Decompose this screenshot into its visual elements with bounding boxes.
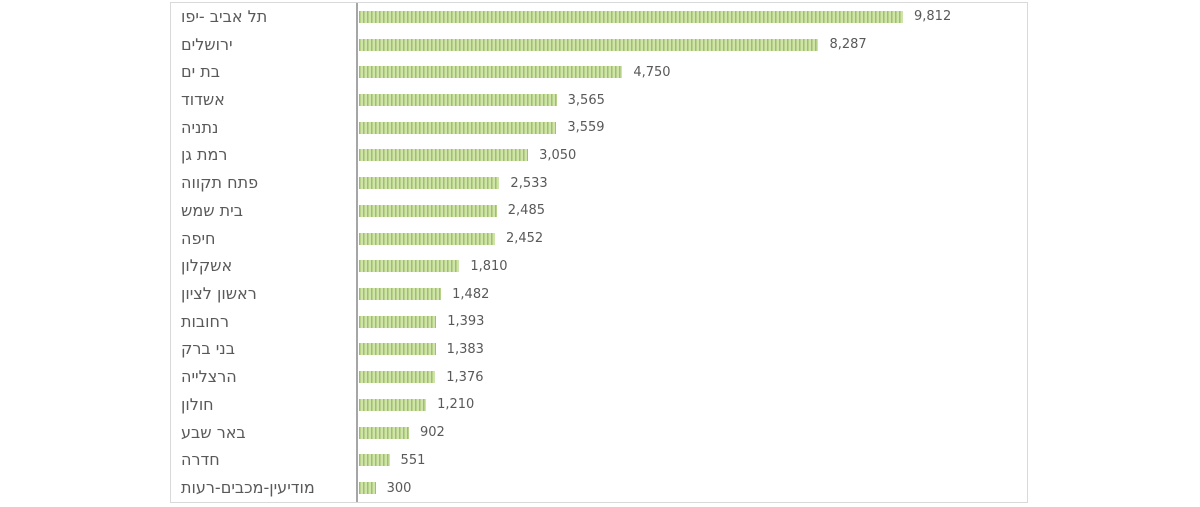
value-label: 1,482 bbox=[452, 286, 490, 302]
bar-row: בני ברק 1,383 bbox=[171, 336, 1027, 364]
bar-rows: תל אביב -יפו 9,812 ירושלים 8,287 בת ים 4… bbox=[171, 3, 1027, 502]
category-label: ראשון לציון bbox=[181, 284, 257, 304]
bar-track: 1,376 bbox=[356, 363, 1027, 391]
value-label: 4,750 bbox=[633, 64, 671, 80]
bar bbox=[359, 343, 436, 356]
category-label: תל אביב -יפו bbox=[181, 6, 268, 26]
bar-row: מודיעין-מכבים-רעות 300 bbox=[171, 474, 1027, 502]
bar-track: 2,533 bbox=[356, 169, 1027, 197]
bar-row: חדרה 551 bbox=[171, 447, 1027, 475]
bar-track: 3,565 bbox=[356, 86, 1027, 114]
bar bbox=[359, 426, 409, 439]
bar-track: 3,050 bbox=[356, 142, 1027, 170]
bar-track: 8,287 bbox=[356, 31, 1027, 59]
category-label: חיפה bbox=[181, 228, 216, 248]
category-axis-line bbox=[356, 3, 358, 502]
category-label: בית שמש bbox=[181, 200, 243, 220]
value-label: 902 bbox=[420, 425, 445, 441]
bar-track: 1,810 bbox=[356, 252, 1027, 280]
bar bbox=[359, 177, 500, 190]
bar-row: בת ים 4,750 bbox=[171, 58, 1027, 86]
value-label: 3,559 bbox=[567, 120, 605, 136]
bar-row: נתניה 3,559 bbox=[171, 114, 1027, 142]
bar-track: 1,393 bbox=[356, 308, 1027, 336]
value-label: 9,812 bbox=[914, 9, 952, 25]
value-label: 1,210 bbox=[437, 397, 475, 413]
category-label: בני ברק bbox=[181, 339, 235, 359]
bar bbox=[359, 10, 903, 23]
bar-track: 551 bbox=[356, 447, 1027, 475]
bar-track: 9,812 bbox=[356, 3, 1027, 31]
bar-row: אשקלון 1,810 bbox=[171, 252, 1027, 280]
category-label: בת ים bbox=[181, 62, 221, 82]
bar-track: 1,210 bbox=[356, 391, 1027, 419]
value-label: 1,383 bbox=[446, 341, 484, 357]
bar bbox=[359, 371, 436, 384]
bar bbox=[359, 398, 427, 411]
bar bbox=[359, 38, 819, 51]
bar-track: 2,452 bbox=[356, 225, 1027, 253]
value-label: 551 bbox=[400, 452, 426, 468]
value-label: 2,452 bbox=[505, 231, 544, 247]
bar bbox=[359, 66, 623, 79]
bar-row: ירושלים 8,287 bbox=[171, 31, 1027, 59]
category-label: אשדוד bbox=[181, 90, 225, 110]
bar-row: חיפה 2,452 bbox=[171, 225, 1027, 253]
bar-row: באר שבע 902 bbox=[171, 419, 1027, 447]
value-label: 1,376 bbox=[446, 369, 484, 385]
bar bbox=[359, 454, 390, 467]
bar bbox=[359, 94, 557, 107]
bar-track: 3,559 bbox=[356, 114, 1027, 142]
category-label: חדרה bbox=[181, 450, 220, 470]
bar-row: ראשון לציון 1,482 bbox=[171, 280, 1027, 308]
category-label: מודיעין-מכבים-רעות bbox=[181, 478, 315, 498]
value-label: 1,393 bbox=[447, 314, 485, 330]
bar-track: 1,482 bbox=[356, 280, 1027, 308]
value-label: 3,565 bbox=[567, 92, 605, 108]
bar bbox=[359, 149, 529, 162]
bar bbox=[359, 260, 460, 273]
value-label: 300 bbox=[386, 480, 412, 496]
bar bbox=[359, 288, 442, 301]
bar-track: 4,750 bbox=[356, 58, 1027, 86]
bar-row: תל אביב -יפו 9,812 bbox=[171, 3, 1027, 31]
bar bbox=[359, 121, 557, 134]
value-label: 2,533 bbox=[510, 175, 548, 191]
bar-track: 300 bbox=[356, 474, 1027, 502]
category-label: נתניה bbox=[181, 117, 219, 137]
value-label: 1,810 bbox=[470, 258, 508, 274]
value-label: 8,287 bbox=[829, 37, 867, 53]
category-label: ירושלים bbox=[181, 34, 233, 54]
bar-row: בית שמש 2,485 bbox=[171, 197, 1027, 225]
value-label: 3,050 bbox=[539, 147, 577, 163]
value-label: 2,485 bbox=[507, 203, 545, 219]
category-label: רחובות bbox=[181, 311, 229, 331]
bar bbox=[359, 204, 497, 217]
category-label: באר שבע bbox=[181, 422, 246, 442]
bar-row: אשדוד 3,565 bbox=[171, 86, 1027, 114]
bar-chart: תל אביב -יפו 9,812 ירושלים 8,287 בת ים 4… bbox=[170, 2, 1028, 503]
bar-row: רמת גן 3,050 bbox=[171, 142, 1027, 170]
bar-row: פתח תקווה 2,533 bbox=[171, 169, 1027, 197]
category-label: פתח תקווה bbox=[181, 173, 259, 193]
category-label: רמת גן bbox=[181, 145, 228, 165]
bar-track: 2,485 bbox=[356, 197, 1027, 225]
bar-row: חולון 1,210 bbox=[171, 391, 1027, 419]
bar-track: 902 bbox=[356, 419, 1027, 447]
category-label: חולון bbox=[181, 394, 214, 414]
bar bbox=[359, 482, 376, 495]
bar-row: הרצלייה 1,376 bbox=[171, 363, 1027, 391]
bar bbox=[359, 315, 437, 328]
bar-row: רחובות 1,393 bbox=[171, 308, 1027, 336]
plot-area: תל אביב -יפו 9,812 ירושלים 8,287 בת ים 4… bbox=[171, 3, 1027, 502]
category-label: אשקלון bbox=[181, 256, 233, 276]
category-label: הרצלייה bbox=[181, 367, 237, 387]
bar bbox=[359, 232, 495, 245]
bar-track: 1,383 bbox=[356, 336, 1027, 364]
